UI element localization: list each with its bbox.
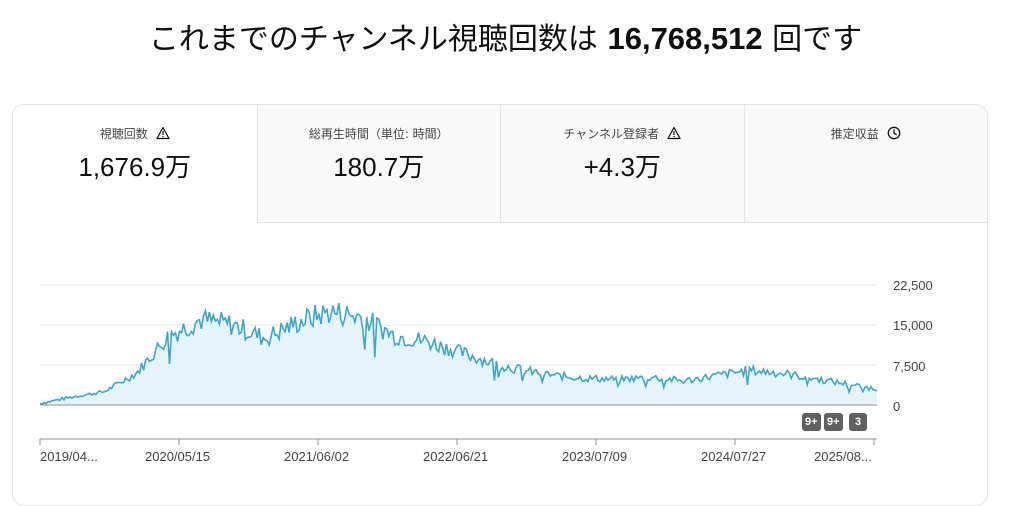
total-views: 16,768,512 [607, 21, 763, 56]
headline-suffix: 回です [762, 22, 863, 57]
tab-subscribers[interactable]: チャンネル登録者 +4.3万 [500, 105, 744, 223]
chart-area-fill [40, 303, 877, 405]
tab-views[interactable]: 視聴回数 1,676.9万 [13, 105, 257, 223]
x-tick: 2025/08... [814, 449, 872, 464]
analytics-card: 視聴回数 1,676.9万 総再生時間（単位: 時間） 180.7万 チャンネル… [12, 104, 988, 506]
tab-watch-time[interactable]: 総再生時間（単位: 時間） 180.7万 [256, 105, 500, 223]
video-marker-badge[interactable]: 9+ [802, 413, 821, 431]
y-tick: 15,000 [893, 318, 933, 333]
views-chart: 22,500 15,000 7,500 0 2019/04... 2020/05… [13, 225, 987, 505]
y-tick: 22,500 [893, 278, 933, 293]
tab-revenue[interactable]: 推定収益 [743, 105, 987, 223]
y-tick: 7,500 [893, 359, 926, 374]
x-tick: 2019/04... [40, 449, 98, 464]
metric-tabs: 視聴回数 1,676.9万 総再生時間（単位: 時間） 180.7万 チャンネル… [13, 105, 987, 224]
warning-icon [667, 126, 681, 140]
x-tick: 2023/07/09 [562, 449, 628, 464]
y-tick: 0 [893, 399, 901, 414]
tab-views-label: 視聴回数 [99, 126, 148, 141]
page-title: これまでのチャンネル視聴回数は 16,768,512 回です [0, 14, 1011, 58]
tab-watch-time-value: 180.7万 [333, 152, 425, 182]
x-tick: 2020/05/15 [145, 449, 211, 464]
clock-icon [887, 126, 901, 140]
x-tick: 2022/06/21 [423, 449, 489, 464]
tab-subscribers-label: チャンネル登録者 [563, 126, 660, 141]
x-tick: 2024/07/27 [701, 449, 767, 464]
headline-prefix: これまでのチャンネル視聴回数は [148, 22, 608, 57]
video-marker-badge[interactable]: 3 [849, 413, 867, 431]
tab-watch-time-label: 総再生時間（単位: 時間） [308, 126, 449, 141]
chart-svg [39, 284, 878, 445]
tab-revenue-label: 推定収益 [830, 126, 879, 141]
tab-subscribers-value: +4.3万 [583, 152, 661, 182]
warning-icon [156, 126, 170, 140]
x-tick: 2021/06/02 [284, 449, 350, 464]
tab-views-value: 1,676.9万 [78, 152, 192, 182]
chart-series-line [39, 303, 878, 406]
video-marker-badge[interactable]: 9+ [824, 413, 843, 431]
